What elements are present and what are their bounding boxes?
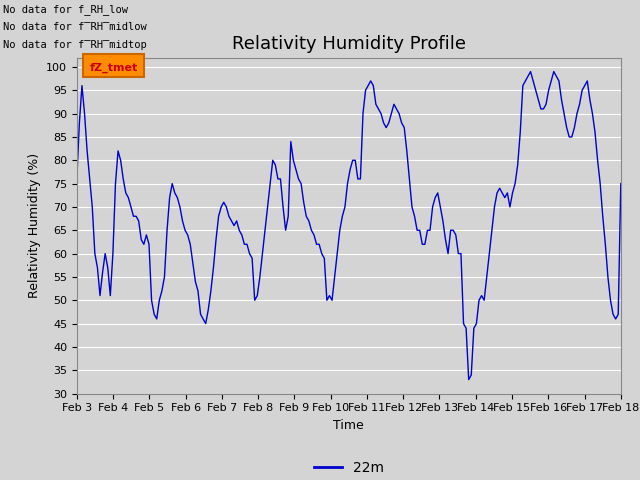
- Legend: 22m: 22m: [308, 456, 389, 480]
- Text: No data for f̅RH̅midlow: No data for f̅RH̅midlow: [3, 22, 147, 32]
- X-axis label: Time: Time: [333, 419, 364, 432]
- Text: No data for f_RH_low: No data for f_RH_low: [3, 4, 128, 15]
- Text: fZ_tmet: fZ_tmet: [90, 62, 138, 73]
- Title: Relativity Humidity Profile: Relativity Humidity Profile: [232, 35, 466, 53]
- Text: No data for f̅RH̅midtop: No data for f̅RH̅midtop: [3, 40, 147, 50]
- Y-axis label: Relativity Humidity (%): Relativity Humidity (%): [28, 153, 40, 298]
